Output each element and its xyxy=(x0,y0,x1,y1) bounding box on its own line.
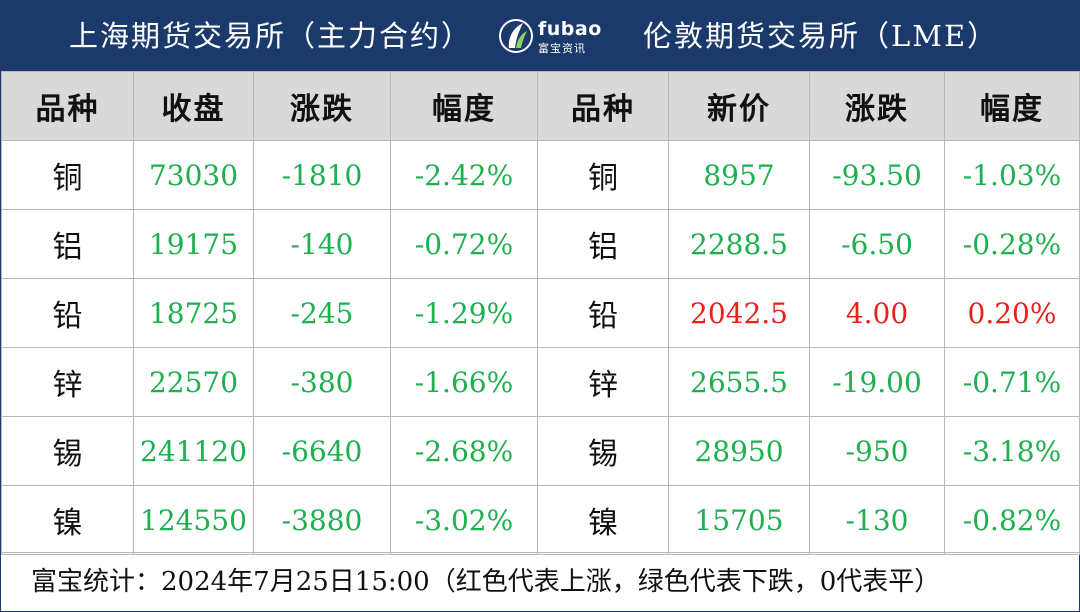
col-header-lme-name: 品种 xyxy=(537,71,669,141)
col-header-shfe-change: 涨跌 xyxy=(253,71,391,141)
col-header-lme-pct: 幅度 xyxy=(944,71,1080,141)
col-header-lme-price: 新价 xyxy=(668,71,810,141)
shfe-metal-name: 锡 xyxy=(1,416,134,486)
shfe-title: 上海期货交易所（主力合约） xyxy=(69,19,473,53)
shfe-pct-cell: -1.66% xyxy=(390,347,538,417)
lme-change-cell: 4.00 xyxy=(809,278,945,348)
shfe-metal-name: 镍 xyxy=(1,485,134,555)
shfe-close-cell: 18725 xyxy=(133,278,254,348)
leaf-logo-icon xyxy=(499,19,533,53)
shfe-metal-name: 铅 xyxy=(1,278,134,348)
shfe-close-cell: 19175 xyxy=(133,209,254,279)
lme-pct-cell: -0.82% xyxy=(944,485,1080,555)
lme-price-cell: 2042.5 xyxy=(668,278,810,348)
col-header-lme-change: 涨跌 xyxy=(809,71,945,141)
lme-price-cell: 2655.5 xyxy=(668,347,810,417)
table-row: 铜 73030 -1810 -2.42% 铜 8957 -93.50 -1.03% xyxy=(1,140,1080,210)
metals-price-table: 品种 收盘 涨跌 幅度 品种 新价 涨跌 幅度 铜 73030 -1810 -2.42… xyxy=(1,71,1080,555)
lme-change-cell: -130 xyxy=(809,485,945,555)
table-row: 铅 18725 -245 -1.29% 铅 2042.5 4.00 0.20% xyxy=(1,278,1080,348)
logo-subtitle: 富宝资讯 xyxy=(538,42,586,55)
table-row: 锡 241120 -6640 -2.68% 锡 28950 -950 -3.18% xyxy=(1,416,1080,486)
table-row: 铝 19175 -140 -0.72% 铝 2288.5 -6.50 -0.28% xyxy=(1,209,1080,279)
shfe-change-cell: -3880 xyxy=(253,485,391,555)
shfe-metal-name: 锌 xyxy=(1,347,134,417)
lme-pct-cell: -0.71% xyxy=(944,347,1080,417)
lme-pct-cell: 0.20% xyxy=(944,278,1080,348)
shfe-metal-name: 铜 xyxy=(1,140,134,210)
shfe-change-cell: -1810 xyxy=(253,140,391,210)
shfe-pct-cell: -2.42% xyxy=(390,140,538,210)
shfe-close-cell: 241120 xyxy=(133,416,254,486)
shfe-change-cell: -380 xyxy=(253,347,391,417)
shfe-change-cell: -245 xyxy=(253,278,391,348)
lme-change-cell: -950 xyxy=(809,416,945,486)
lme-metal-name: 铝 xyxy=(537,209,669,279)
shfe-change-cell: -6640 xyxy=(253,416,391,486)
col-header-shfe-name: 品种 xyxy=(1,71,134,141)
logo-brand: fubao xyxy=(538,18,602,40)
lme-metal-name: 镍 xyxy=(537,485,669,555)
lme-metal-name: 锌 xyxy=(537,347,669,417)
lme-price-cell: 2288.5 xyxy=(668,209,810,279)
col-header-shfe-pct: 幅度 xyxy=(390,71,538,141)
shfe-close-cell: 22570 xyxy=(133,347,254,417)
shfe-pct-cell: -0.72% xyxy=(390,209,538,279)
lme-pct-cell: -3.18% xyxy=(944,416,1080,486)
shfe-close-cell: 73030 xyxy=(133,140,254,210)
lme-title: 伦敦期货交易所（LME） xyxy=(643,19,999,53)
lme-metal-name: 锡 xyxy=(537,416,669,486)
shfe-metal-name: 铝 xyxy=(1,209,134,279)
table-header-row: 品种 收盘 涨跌 幅度 品种 新价 涨跌 幅度 xyxy=(1,71,1080,141)
footer-note: 富宝统计：2024年7月25日15:00（红色代表上涨，绿色代表下跌，0代表平） xyxy=(1,552,1079,611)
lme-pct-cell: -1.03% xyxy=(944,140,1080,210)
shfe-close-cell: 124550 xyxy=(133,485,254,555)
lme-change-cell: -19.00 xyxy=(809,347,945,417)
col-header-shfe-close: 收盘 xyxy=(133,71,254,141)
shfe-pct-cell: -3.02% xyxy=(390,485,538,555)
lme-metal-name: 铅 xyxy=(537,278,669,348)
lme-change-cell: -6.50 xyxy=(809,209,945,279)
shfe-pct-cell: -1.29% xyxy=(390,278,538,348)
lme-metal-name: 铜 xyxy=(537,140,669,210)
lme-change-cell: -93.50 xyxy=(809,140,945,210)
lme-price-cell: 8957 xyxy=(668,140,810,210)
lme-price-cell: 15705 xyxy=(668,485,810,555)
lme-pct-cell: -0.28% xyxy=(944,209,1080,279)
shfe-pct-cell: -2.68% xyxy=(390,416,538,486)
title-banner: 上海期货交易所（主力合约） fubao 富宝资讯 伦敦期货交易所（LME） xyxy=(1,1,1079,71)
lme-price-cell: 28950 xyxy=(668,416,810,486)
table-row: 锌 22570 -380 -1.66% 锌 2655.5 -19.00 -0.71% xyxy=(1,347,1080,417)
shfe-change-cell: -140 xyxy=(253,209,391,279)
table-row: 镍 124550 -3880 -3.02% 镍 15705 -130 -0.82% xyxy=(1,485,1080,555)
fubao-logo: fubao 富宝资讯 xyxy=(498,15,608,57)
